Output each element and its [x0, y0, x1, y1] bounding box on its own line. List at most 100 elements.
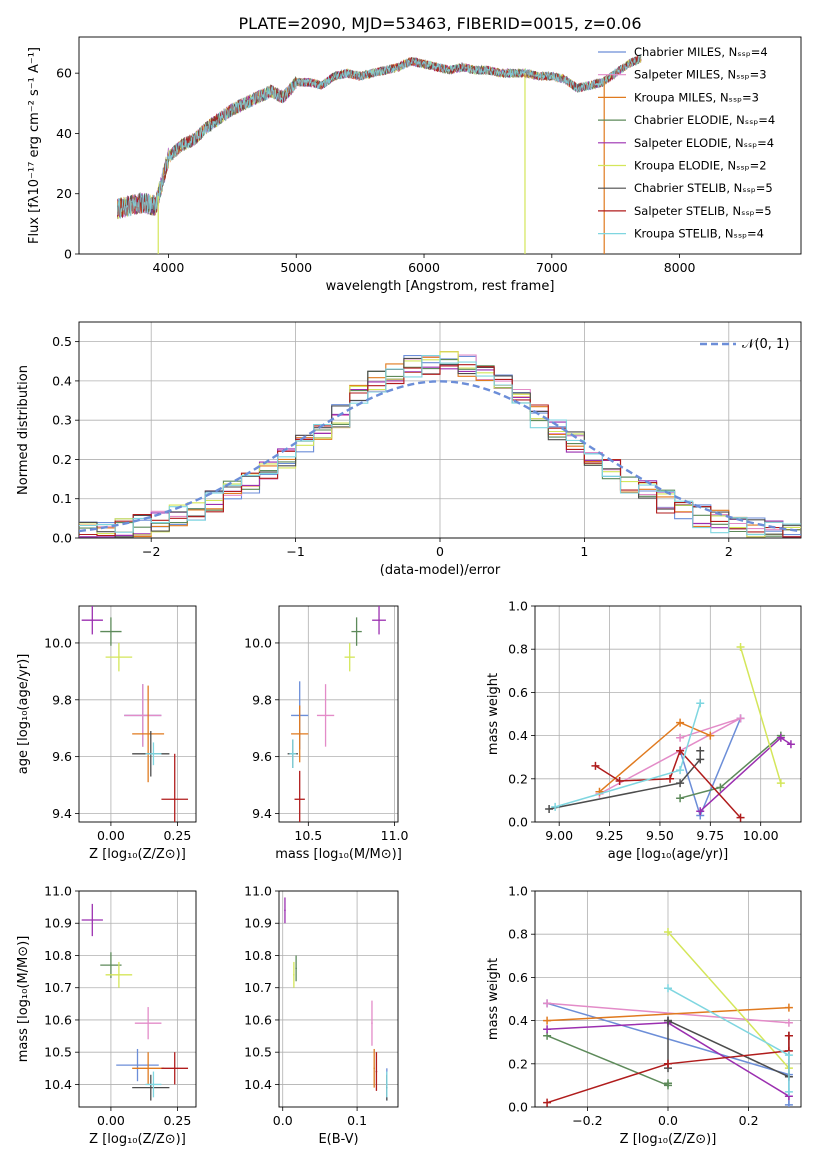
y-tick-label: 10.0	[44, 635, 72, 650]
y-tick-label: 0.0	[508, 1100, 528, 1115]
x-axis-label: wavelength [Angstrom, rest frame]	[326, 279, 555, 294]
weight-marker	[736, 813, 745, 822]
errorbar-point	[373, 1048, 375, 1088]
errorbar-point	[344, 642, 355, 672]
weight-line	[667, 987, 790, 1092]
errorbar-point	[100, 617, 122, 646]
errorbar-point	[284, 897, 286, 924]
errorbar-point	[161, 753, 189, 822]
y-tick-label: 11.0	[244, 884, 272, 899]
errorbar-point	[105, 961, 133, 988]
x-tick-label: 9.75	[696, 828, 724, 843]
weight-marker	[776, 779, 785, 788]
weight-marker	[664, 928, 672, 937]
x-axis-label: Z [log₁₀(Z/Z⊙)]	[89, 847, 186, 862]
weight-marker	[696, 755, 705, 764]
y-axis-label: mass weight	[486, 958, 501, 1040]
y-tick-label: 0.1	[52, 491, 72, 506]
x-tick-label: 11.0	[381, 828, 409, 843]
x-tick-label: 0.25	[163, 1113, 191, 1128]
axes-frame	[278, 605, 399, 823]
y-tick-label: 0.4	[52, 373, 72, 388]
y-tick-label: 0.4	[508, 1013, 528, 1028]
x-tick-label: 0	[436, 544, 444, 559]
x-tick-label: −0.2	[572, 1113, 602, 1128]
x-tick-label: 1	[580, 544, 588, 559]
y-axis-label: age [log₁₀(age/yr)]	[16, 654, 31, 775]
errorbar-point	[105, 642, 133, 672]
weight-marker	[776, 733, 785, 742]
x-tick-label: 9.00	[545, 828, 573, 843]
weight-line	[667, 931, 790, 1069]
axes-frame	[78, 36, 802, 255]
errorbar-point	[116, 1048, 159, 1082]
x-tick-label: 0.00	[97, 1113, 125, 1128]
x-tick-label: 9.50	[646, 828, 674, 843]
errorbar-point	[351, 617, 362, 646]
x-tick-label: 0.0	[273, 1113, 293, 1128]
weight-marker	[676, 746, 685, 755]
age-vs-mass-panel: 10.5 11.0 9.4 9.6 9.8 10.0 mass [log₁₀(M/M⊙)]	[244, 605, 409, 862]
y-tick-label: 10.6	[244, 1012, 272, 1027]
spectrum-line	[117, 54, 642, 219]
weight-marker	[784, 1031, 793, 1040]
y-tick-label: 0.6	[508, 685, 528, 700]
y-tick-label: 9.6	[252, 749, 272, 764]
x-tick-label: 2	[725, 544, 733, 559]
errorbar-point	[134, 1007, 162, 1040]
weight-marker	[786, 740, 795, 749]
legend-label: Kroupa MILES, Nₛₛₚ=3	[634, 90, 759, 104]
normal-curve	[79, 380, 801, 533]
weight-marker	[736, 643, 745, 652]
x-axis-label: Z [log₁₀(Z/Z⊙)]	[89, 1132, 186, 1147]
errorbar-point	[81, 903, 103, 937]
y-tick-label: 0.8	[508, 642, 528, 657]
x-tick-label: 0.1	[347, 1113, 367, 1128]
errorbar-point	[294, 770, 305, 822]
mass-vs-ebv-panel: 0.0 0.1 10.4 10.5 10.6 10.7 10.8 10.9 11.0 E(B-V)	[244, 884, 399, 1147]
age-vs-Z-plot-area	[81, 606, 189, 822]
y-tick-label: 0.0	[508, 815, 528, 830]
y-tick-label: 1.0	[508, 884, 528, 899]
y-tick-label: 10.9	[244, 916, 272, 931]
y-tick-label: 11.0	[44, 884, 72, 899]
x-axis-label: Z [log₁₀(Z/Z⊙)]	[620, 1132, 717, 1147]
x-tick-label: 5000	[280, 260, 312, 275]
weight-line	[547, 1006, 789, 1022]
weight-vs-Z-panel: −0.2 0.0 0.2 0.0 0.2 0.4 0.6 0.8 1.0 Z [log₁₀(Z/Z…	[486, 884, 802, 1147]
weight-marker	[696, 699, 705, 708]
errorbar-point	[161, 1052, 189, 1085]
spectrum-legend: Chabrier MILES, Nₛₛₚ=4 Salpeter MILES, Nₛ…	[598, 45, 775, 241]
x-tick-label: 9.25	[596, 828, 624, 843]
legend-label: Salpeter ELODIE, Nₛₛₚ=4	[634, 136, 774, 150]
errorbar-point	[293, 961, 295, 988]
errorbar-point	[145, 1071, 162, 1098]
x-axis-label: E(B-V)	[318, 1132, 358, 1147]
x-axis-label: (data-model)/error	[380, 563, 501, 578]
weight-line	[739, 646, 782, 784]
y-tick-label: 0.2	[508, 1056, 528, 1071]
errorbar-point	[291, 705, 309, 763]
y-tick-label: 0.2	[52, 452, 72, 467]
weight-line	[546, 1035, 790, 1104]
age-vs-mass-plot-area	[287, 606, 386, 822]
weight-marker	[784, 1100, 793, 1107]
errorbar-point	[386, 1071, 388, 1098]
y-tick-label: 10.7	[44, 980, 72, 995]
y-tick-label: 0.2	[508, 771, 528, 786]
y-tick-label: 0.4	[508, 728, 528, 743]
x-tick-label: 4000	[153, 260, 185, 275]
errorbar-point	[316, 684, 335, 747]
weight-marker	[664, 1016, 672, 1025]
x-tick-label: 7000	[536, 260, 568, 275]
y-tick-label: 20	[56, 186, 72, 201]
weight-marker	[543, 999, 552, 1008]
x-tick-label: 0.00	[97, 828, 125, 843]
y-tick-label: 9.6	[52, 749, 72, 764]
errorbar-point	[289, 739, 297, 768]
y-tick-label: 10.5	[244, 1045, 272, 1060]
errorbar-point	[132, 1074, 170, 1101]
weight-line	[546, 1035, 669, 1087]
y-tick-label: 0.5	[52, 334, 72, 349]
